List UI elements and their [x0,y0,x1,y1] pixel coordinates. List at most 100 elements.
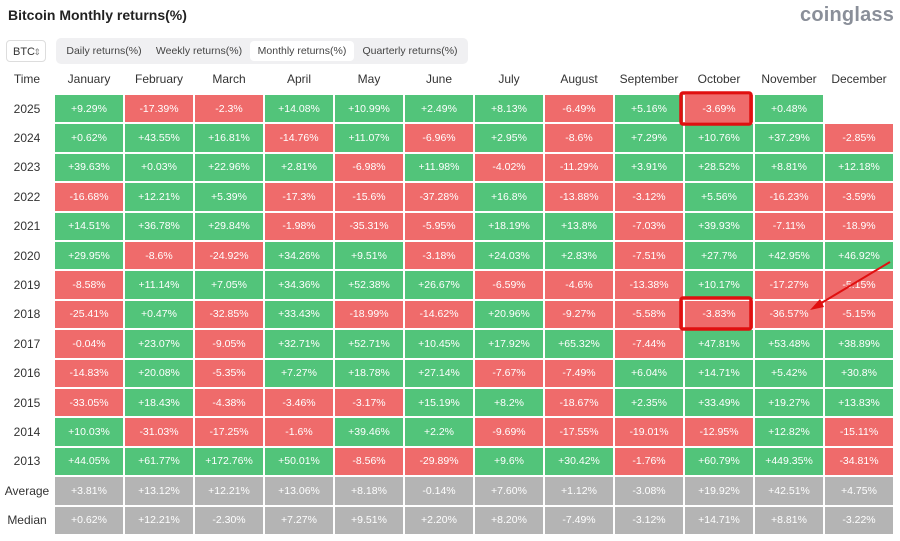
return-cell: +14.51% [55,212,123,240]
return-cell: +0.48% [755,95,823,123]
return-cell: -13.88% [545,183,613,211]
return-cell: +38.89% [825,330,893,358]
return-cell: +5.16% [615,95,683,123]
return-cell: -7.51% [615,242,683,270]
return-cell: +172.76% [195,447,263,476]
return-cell: -7.03% [615,212,683,240]
return-cell: +28.52% [685,153,753,182]
return-cell: +5.42% [755,359,823,387]
return-cell: +13.83% [825,389,893,417]
return-cell: -7.67% [475,359,543,387]
return-cell: +8.20% [475,506,543,534]
return-cell: -2.30% [195,506,263,534]
tab[interactable]: Weekly returns(%) [155,45,243,57]
column-header: Time [13,72,41,86]
return-cell: +8.81% [755,153,823,182]
return-cell: +43.55% [125,124,193,152]
column-header: March [212,72,246,86]
tab[interactable]: Quarterly returns(%) [362,45,458,57]
return-cell: +39.46% [335,418,403,446]
page-title: Bitcoin Monthly returns(%) [8,7,187,23]
return-cell: -19.01% [615,418,683,446]
return-cell: +8.81% [755,506,823,534]
return-cell: -8.56% [335,447,403,476]
return-cell: -18.9% [825,212,893,240]
row-label: 2024 [13,131,41,146]
return-cell: -37.28% [405,183,473,211]
return-cell: +33.49% [685,389,753,417]
return-cell: +32.71% [265,330,333,358]
return-cell: +39.63% [55,153,123,182]
return-cell: -11.29% [545,153,613,182]
return-cell: -9.05% [195,330,263,358]
return-cell: +12.21% [125,183,193,211]
return-cell: +449.35% [755,447,823,476]
return-cell: +20.96% [475,300,543,329]
return-cell: -16.68% [55,183,123,211]
return-cell: -31.03% [125,418,193,446]
return-cell: +13.12% [125,477,193,505]
tab[interactable]: Daily returns(%) [66,45,142,57]
return-cell: -14.62% [405,300,473,329]
return-cell: -5.35% [195,359,263,387]
return-cell: -2.3% [195,95,263,123]
return-cell: +10.17% [685,271,753,299]
return-cell: -18.99% [335,300,403,329]
return-cell: +2.2% [405,418,473,446]
return-cell: +18.19% [475,212,543,240]
row-label: 2022 [13,189,41,204]
column-header: April [286,72,311,86]
return-cell: -17.25% [195,418,263,446]
return-cell: +2.20% [405,506,473,534]
return-cell: +8.18% [335,477,403,505]
column-header: January [67,72,111,86]
return-cell: -3.59% [825,183,893,211]
return-cell: +0.62% [55,124,123,152]
column-header: August [560,72,598,86]
return-cell: +23.07% [125,330,193,358]
return-cell: +2.49% [405,95,473,123]
return-cell: +3.81% [55,477,123,505]
return-cell: -3.17% [335,389,403,417]
return-cell: -3.69% [685,95,753,123]
asset-selector[interactable]: BTC [6,40,46,63]
return-cell: +19.27% [755,389,823,417]
return-cell: +2.35% [615,389,683,417]
return-cell: +34.36% [265,271,333,299]
return-cell: -15.6% [335,183,403,211]
return-cell: +60.79% [685,447,753,476]
return-cell: -7.49% [545,506,613,534]
return-cell: +12.18% [825,153,893,182]
return-cell: +17.92% [475,330,543,358]
return-cell: +16.8% [475,183,543,211]
return-cell: -17.39% [125,95,193,123]
return-cell: -17.27% [755,271,823,299]
return-cell: -24.92% [195,242,263,270]
return-cell: -3.83% [685,300,753,329]
return-cell: -6.49% [545,95,613,123]
tab-bar: Daily returns(%) Weekly returns(%) Month… [56,38,468,64]
return-cell: +37.29% [755,124,823,152]
return-cell: +14.71% [685,506,753,534]
return-cell: +30.8% [825,359,893,387]
return-cell: -3.12% [615,506,683,534]
return-cell: -4.02% [475,153,543,182]
return-cell: -9.27% [545,300,613,329]
return-cell: -3.22% [825,506,893,534]
return-cell: -18.67% [545,389,613,417]
return-cell: +44.05% [55,447,123,476]
return-cell: -8.6% [545,124,613,152]
return-cell: +7.27% [265,359,333,387]
return-cell: +2.83% [545,242,613,270]
return-cell: +39.93% [685,212,753,240]
return-cell: +9.6% [475,447,543,476]
return-cell: +11.98% [405,153,473,182]
return-cell: -0.04% [55,330,123,358]
logo: coinglass [800,4,895,26]
tab[interactable]: Monthly returns(%) [250,41,354,61]
return-cell: +14.71% [685,359,753,387]
column-header: February [134,72,184,86]
return-cell: +46.92% [825,242,893,270]
return-cell: -13.38% [615,271,683,299]
